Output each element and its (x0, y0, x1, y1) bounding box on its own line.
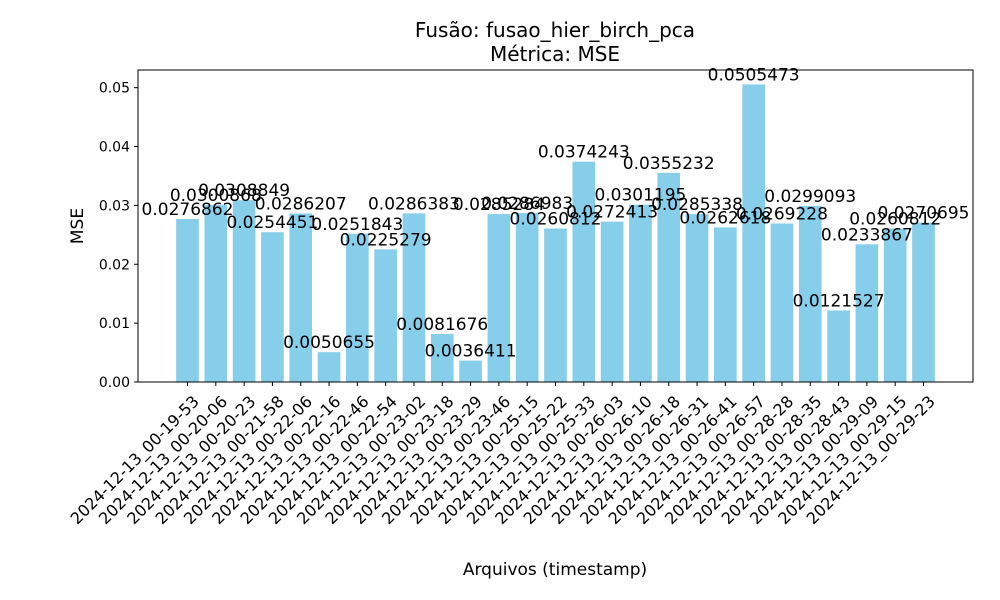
data-label: 0.0286383 (368, 194, 460, 214)
bar (714, 227, 737, 382)
bar (855, 244, 879, 382)
bar (204, 204, 228, 382)
data-label: 0.0300868 (170, 186, 262, 206)
bar (600, 221, 624, 382)
bar (176, 219, 199, 382)
data-label: 0.0270695 (878, 204, 970, 224)
bar (515, 213, 539, 382)
y-axis-label: MSE (68, 208, 88, 244)
y-tick-label: 0.03 (99, 198, 130, 214)
data-label: 0.0254451 (226, 213, 318, 233)
data-label: 0.0272413 (566, 203, 658, 223)
bar (317, 352, 341, 382)
data-label: 0.0355232 (623, 154, 715, 174)
data-label: 0.0269228 (736, 205, 828, 225)
data-label: 0.0276862 (142, 200, 234, 220)
data-label: 0.0374243 (538, 143, 630, 163)
data-label: 0.0308849 (198, 181, 290, 201)
data-label: 0.0121527 (793, 291, 885, 311)
data-label: 0.0286983 (481, 194, 573, 214)
y-tick-label: 0.05 (99, 81, 130, 97)
y-tick-label: 0.02 (99, 257, 130, 273)
chart-title: Fusão: fusao_hier_birch_pca (415, 18, 695, 42)
bar (459, 360, 482, 382)
data-label: 0.0285338 (651, 195, 743, 215)
bar (657, 172, 681, 382)
y-tick-label: 0.01 (99, 316, 130, 332)
data-label: 0.0081676 (396, 315, 488, 335)
y-tick-label: 0.00 (99, 375, 130, 391)
x-axis-label: Arquivos (timestamp) (463, 560, 647, 580)
data-label: 0.0260812 (510, 209, 602, 229)
bar (430, 333, 454, 382)
bar (487, 214, 511, 382)
data-label: 0.0251843 (311, 215, 403, 235)
bar (572, 161, 596, 382)
x-axis-ticks: 2024-12-13_00-19-532024-12-13_00-20-0620… (67, 382, 940, 529)
bar (629, 204, 652, 382)
bar (742, 84, 765, 382)
bar (289, 213, 313, 382)
data-label: 0.0299093 (764, 187, 856, 207)
data-label: 0.0301195 (594, 186, 686, 206)
bar (402, 213, 426, 382)
data-labels-group: 0.02768620.03008680.03088490.02544510.02… (142, 65, 970, 361)
data-label: 0.0262618 (679, 208, 771, 228)
data-label: 0.0285284 (453, 195, 545, 215)
data-label: 0.0225279 (340, 230, 432, 250)
data-label: 0.0036411 (425, 342, 517, 362)
bar (685, 214, 709, 382)
bar (544, 228, 567, 382)
bars-group (176, 84, 935, 382)
bar (346, 233, 369, 382)
data-label: 0.0260812 (849, 209, 941, 229)
chart-subtitle: Métrica: MSE (490, 42, 620, 66)
y-axis-ticks: 0.00 0.01 0.02 0.03 0.04 0.05 (99, 81, 138, 391)
bar (798, 205, 822, 382)
bar (261, 232, 284, 382)
bar (374, 249, 397, 382)
data-label: 0.0233867 (821, 225, 913, 245)
bar (912, 222, 935, 382)
data-label: 0.0050655 (283, 333, 375, 353)
data-label: 0.0286207 (255, 195, 347, 215)
bar (883, 228, 907, 382)
bar (770, 223, 794, 382)
data-label: 0.0505473 (708, 65, 800, 85)
bar (232, 200, 256, 382)
y-tick-label: 0.04 (99, 140, 130, 156)
bar (827, 310, 850, 382)
